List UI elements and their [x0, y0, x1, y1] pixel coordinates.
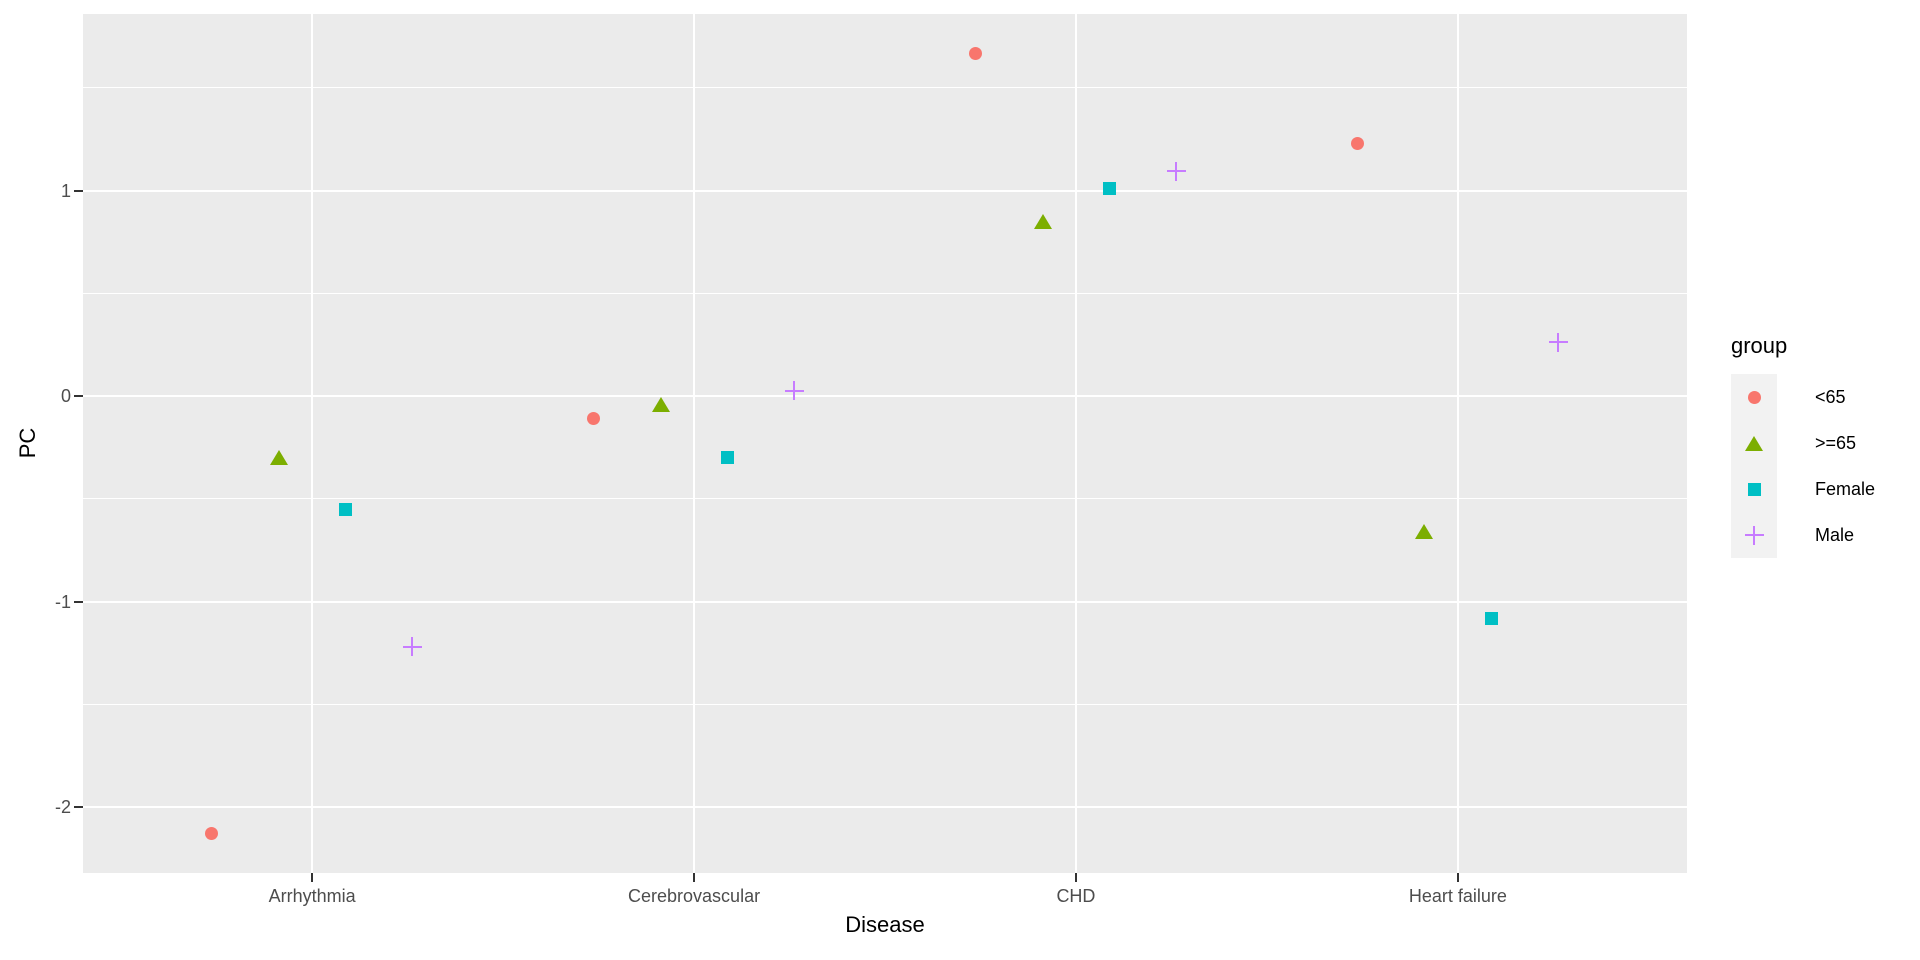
y-tick-label: 1 — [60, 180, 71, 201]
data-point — [402, 637, 422, 657]
gridline-horizontal-minor — [83, 292, 1687, 294]
plus-vertical-bar — [1175, 161, 1178, 181]
legend-circle-marker — [1747, 390, 1761, 404]
data-point — [1415, 524, 1434, 540]
plus-vertical-bar — [793, 381, 796, 401]
data-point — [969, 46, 983, 60]
data-point — [1166, 161, 1186, 181]
data-point — [651, 396, 670, 412]
x-axis-tick-mark — [1074, 873, 1077, 882]
x-axis-tick-mark — [693, 873, 696, 882]
gridline-horizontal-minor — [83, 703, 1687, 705]
y-tick-label: -2 — [54, 797, 71, 818]
legend-item-label: >=65 — [1815, 433, 1857, 453]
plus-vertical-bar — [411, 637, 414, 657]
data-point — [339, 502, 353, 516]
y-axis-tick-mark — [74, 395, 83, 398]
data-point — [1484, 611, 1498, 625]
data-point — [1548, 332, 1568, 352]
y-axis-tick-mark — [74, 189, 83, 192]
plot-panel — [83, 14, 1687, 873]
x-axis-title: Disease — [845, 912, 925, 937]
y-axis-tick-mark — [74, 806, 83, 809]
gridline-horizontal-major — [83, 600, 1687, 603]
x-tick-label: CHD — [1056, 886, 1096, 906]
plus-vertical-bar — [1557, 332, 1560, 352]
x-tick-label: Arrhythmia — [268, 886, 356, 906]
x-axis-tick-mark — [311, 873, 314, 882]
data-point — [1033, 214, 1052, 230]
y-axis-tick-mark — [74, 600, 83, 603]
gridline-vertical-major — [693, 14, 696, 873]
y-axis-title: PC — [15, 427, 40, 459]
legend: group <65 >=65 Female Male — [0, 0, 1875, 558]
x-tick-label: Cerebrovascular — [628, 886, 761, 906]
legend-item-label: Male — [1815, 525, 1855, 545]
data-point — [587, 412, 601, 426]
data-point — [784, 381, 804, 401]
data-point — [1102, 182, 1116, 196]
gridline-horizontal-major — [83, 395, 1687, 398]
gridline-vertical-major — [1456, 14, 1459, 873]
gridline-horizontal-major — [83, 806, 1687, 809]
gridline-horizontal-minor — [83, 87, 1687, 89]
x-axis-tick-mark — [1456, 873, 1459, 882]
legend-square-marker — [1747, 482, 1761, 496]
gridline-vertical-major — [1074, 14, 1077, 873]
legend-triangle-marker — [1745, 435, 1763, 451]
y-tick-label: 0 — [60, 386, 71, 407]
data-point — [720, 451, 734, 465]
gridline-vertical-major — [311, 14, 314, 873]
legend-plus-marker — [1744, 525, 1764, 545]
data-point — [1351, 136, 1365, 150]
legend-items: <65 >=65 Female Male — [0, 0, 1875, 558]
legend-item-label: Female — [1815, 479, 1876, 499]
legend-item-label: <65 — [1815, 387, 1846, 407]
gridline-horizontal-major — [83, 189, 1687, 192]
y-tick-label: -1 — [54, 591, 71, 612]
x-tick-label: Heart failure — [1408, 886, 1507, 906]
data-point — [205, 827, 219, 841]
plus-vertical-bar — [1753, 525, 1755, 545]
legend-title: group — [1731, 333, 1788, 358]
data-point — [269, 450, 288, 466]
gridline-horizontal-minor — [83, 498, 1687, 500]
